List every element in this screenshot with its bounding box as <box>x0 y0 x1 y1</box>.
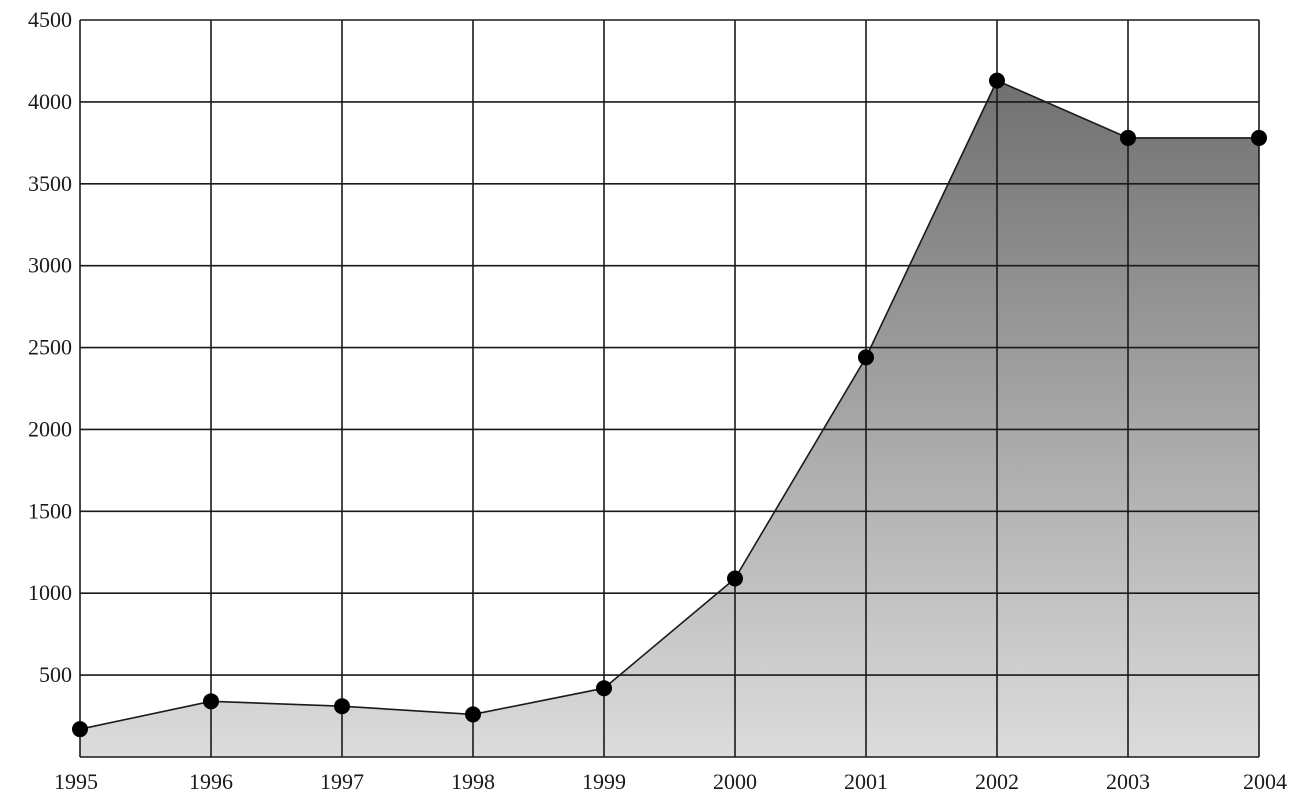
data-point <box>72 721 88 738</box>
data-point <box>989 72 1005 89</box>
x-tick-label: 1996 <box>189 769 233 794</box>
x-tick-label: 2003 <box>1106 769 1150 794</box>
y-tick-label: 4500 <box>28 7 72 32</box>
x-tick-label: 2002 <box>975 769 1019 794</box>
data-points <box>72 72 1267 738</box>
series-line-layer <box>79 79 1259 730</box>
y-tick-label: 2500 <box>28 335 72 360</box>
series-area <box>80 80 1259 758</box>
data-point <box>465 706 481 723</box>
y-tick-label: 2000 <box>28 416 72 441</box>
x-tick-label: 2000 <box>713 769 757 794</box>
data-point <box>334 698 350 715</box>
data-point <box>1120 129 1136 146</box>
data-point <box>1251 129 1267 146</box>
data-point <box>596 680 612 697</box>
data-point <box>203 693 219 710</box>
area-fill-layer <box>80 80 1259 758</box>
x-tick-label: 1995 <box>54 769 98 794</box>
x-tick-label: 2001 <box>844 769 888 794</box>
y-axis-tick-labels: 500 1000 1500 2000 2500 3000 3500 4000 4500 <box>28 7 72 687</box>
y-tick-label: 500 <box>39 662 72 687</box>
y-tick-label: 1500 <box>28 498 72 523</box>
y-tick-label: 1000 <box>28 580 72 605</box>
y-tick-label: 4000 <box>28 89 72 114</box>
x-axis-tick-labels: 1995 1996 1997 1998 1999 2000 2001 2002 2003 2004 <box>54 769 1287 794</box>
x-tick-label: 2004 <box>1243 769 1287 794</box>
gridlines <box>79 19 1260 758</box>
series-line <box>79 79 1259 730</box>
data-point <box>727 570 743 587</box>
x-tick-label: 1999 <box>582 769 626 794</box>
y-tick-label: 3000 <box>28 253 72 278</box>
y-tick-label: 3500 <box>28 171 72 196</box>
x-tick-label: 1997 <box>320 769 364 794</box>
x-tick-label: 1998 <box>451 769 495 794</box>
data-point <box>858 349 874 366</box>
